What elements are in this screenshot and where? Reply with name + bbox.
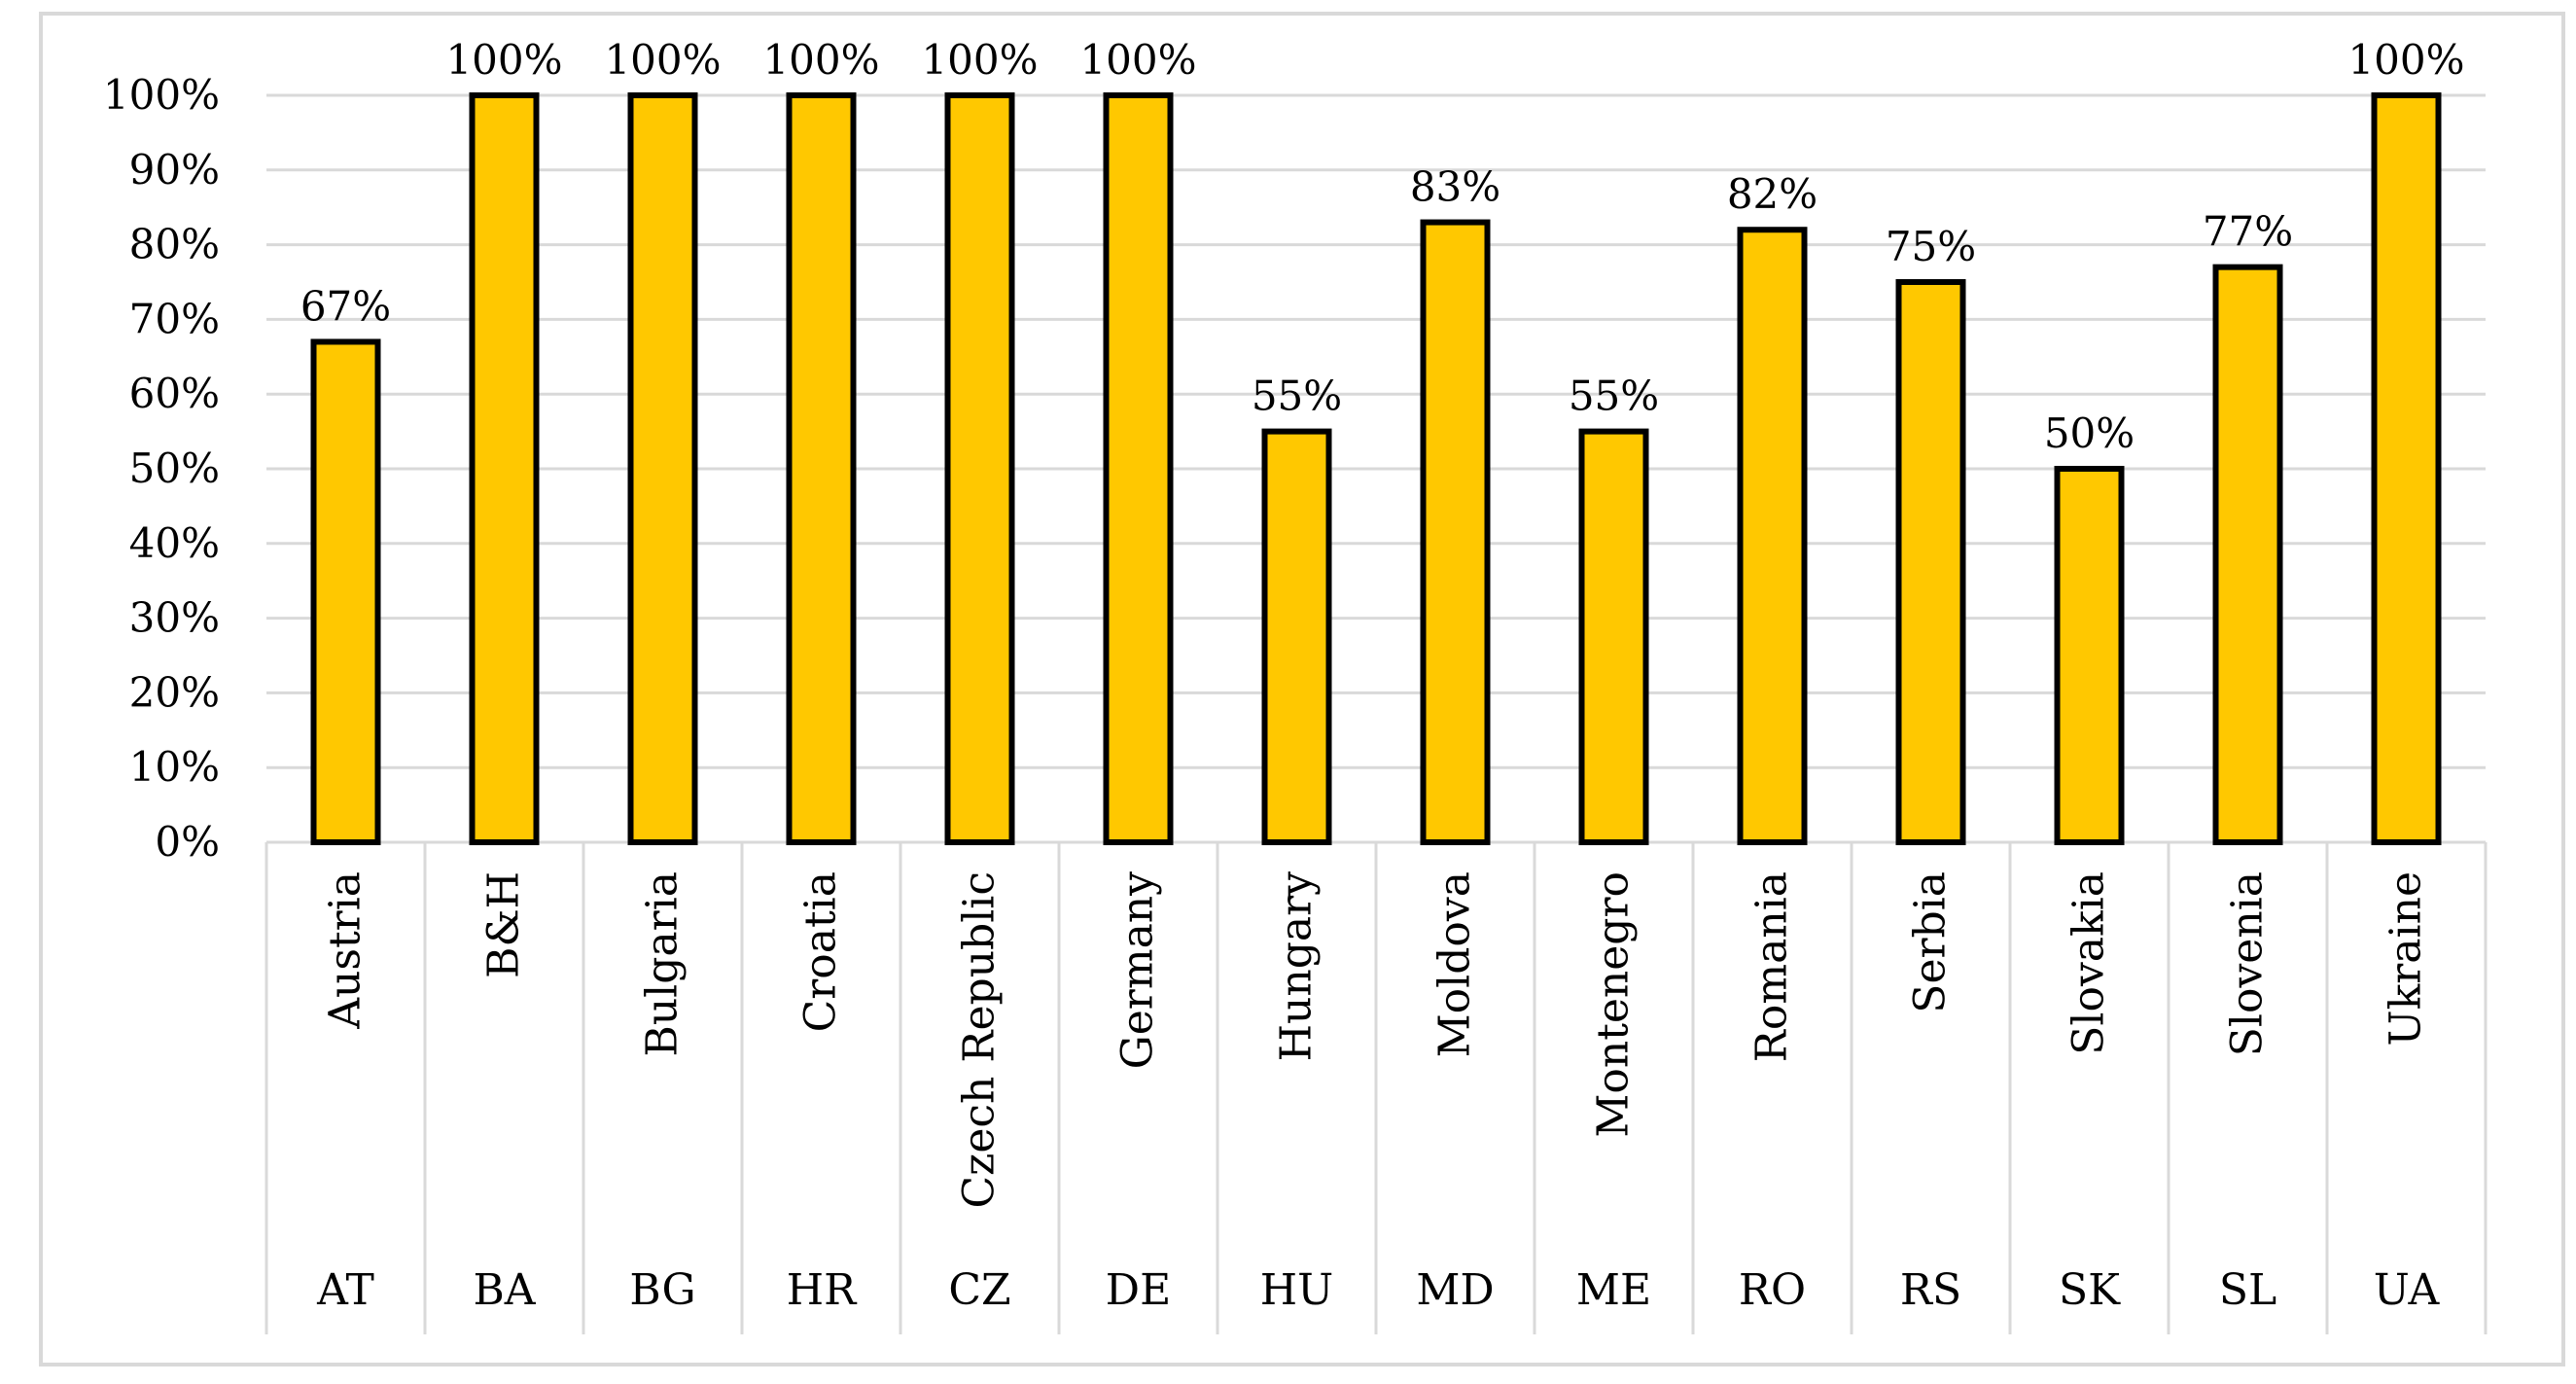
bar-chart: 0% 10% 20% 30% 40% 50% 60% 70% 80% 90% 100% 67% 100… [103,36,2488,1334]
country-code-label: BA [473,1265,536,1315]
country-code-label: SK [2059,1265,2121,1315]
y-tick-label: 80% [129,221,220,268]
country-code-label: DE [1106,1265,1171,1315]
category-label: Ukraine [2382,871,2431,1046]
data-label: 100% [762,36,879,84]
bar [1578,428,1649,845]
bar [1103,92,1174,845]
y-tick-label: 60% [129,370,220,417]
bar [2371,92,2442,845]
data-label: 83% [1410,163,1500,211]
bar [2212,264,2283,845]
bar [627,92,698,845]
data-label: 82% [1727,170,1817,218]
category-label: Bulgaria [638,871,688,1056]
category-label: Slovenia [2223,871,2273,1056]
category-table [265,842,2488,1334]
data-label: 55% [1252,373,1342,420]
data-label: 100% [2347,36,2464,84]
bars [310,92,2442,846]
bar [1737,227,1808,846]
y-tick-label: 40% [129,519,220,567]
y-tick-label: 90% [129,146,220,194]
country-code-label: SL [2219,1265,2276,1315]
y-axis-tick-labels: 0% 10% 20% 30% 40% 50% 60% 70% 80% 90% 100% [103,71,220,866]
y-tick-label: 20% [129,668,220,716]
data-label: 100% [1079,36,1196,84]
category-label: Czech Republic [955,871,1005,1208]
category-label: Austria [321,871,371,1030]
y-tick-label: 70% [129,295,220,342]
bar [1420,219,1491,845]
y-tick-label: 0% [155,818,220,866]
country-code-label: CZ [948,1265,1010,1315]
country-code-label: ME [1576,1265,1651,1315]
data-label: 77% [2203,208,2293,256]
category-label: B&H [479,871,529,978]
data-label: 100% [921,36,1038,84]
bar [1261,428,1332,845]
category-label: Moldova [1430,871,1480,1057]
data-label: 55% [1569,373,1659,420]
data-label: 100% [604,36,721,84]
bar [2054,466,2125,845]
data-labels: 67% 100% 100% 100% 100% 100% 55% 83% 55% 82% 75% 50… [300,36,2465,457]
country-code-labels: AT BA BG HR CZ DE HU MD ME RO RS SK SL UA [316,1265,2440,1315]
bar [1895,279,1966,845]
data-label: 50% [2044,409,2135,457]
country-code-label: AT [316,1265,374,1315]
category-label: Hungary [1272,871,1322,1061]
category-label: Montenegro [1589,871,1639,1138]
bar [786,92,857,845]
data-label: 67% [300,282,391,330]
country-code-label: RS [1900,1265,1961,1315]
data-label: 75% [1886,223,1976,270]
category-labels: Austria B&H Bulgaria Croatia Czech Republic G… [321,871,2431,1209]
data-label: 100% [445,36,562,84]
y-tick-label: 100% [103,71,220,119]
country-code-label: RO [1739,1265,1806,1315]
category-label: Croatia [796,871,846,1032]
category-label: Serbia [1906,871,1956,1013]
country-code-label: HU [1260,1265,1333,1315]
country-code-label: MD [1416,1265,1494,1315]
y-tick-label: 10% [129,743,220,791]
category-label: Romania [1747,871,1797,1062]
chart-frame: 0% 10% 20% 30% 40% 50% 60% 70% 80% 90% 100% 67% 100… [39,12,2565,1366]
y-tick-label: 50% [129,444,220,492]
category-label: Germany [1113,871,1163,1070]
bar [944,92,1015,845]
country-code-label: UA [2374,1265,2441,1315]
category-label: Slovakia [2064,871,2114,1055]
gridlines [266,93,2486,844]
bar [310,338,381,845]
country-code-label: BG [629,1265,695,1315]
bar [469,92,540,845]
country-code-label: HR [787,1265,858,1315]
y-tick-label: 30% [129,594,220,642]
